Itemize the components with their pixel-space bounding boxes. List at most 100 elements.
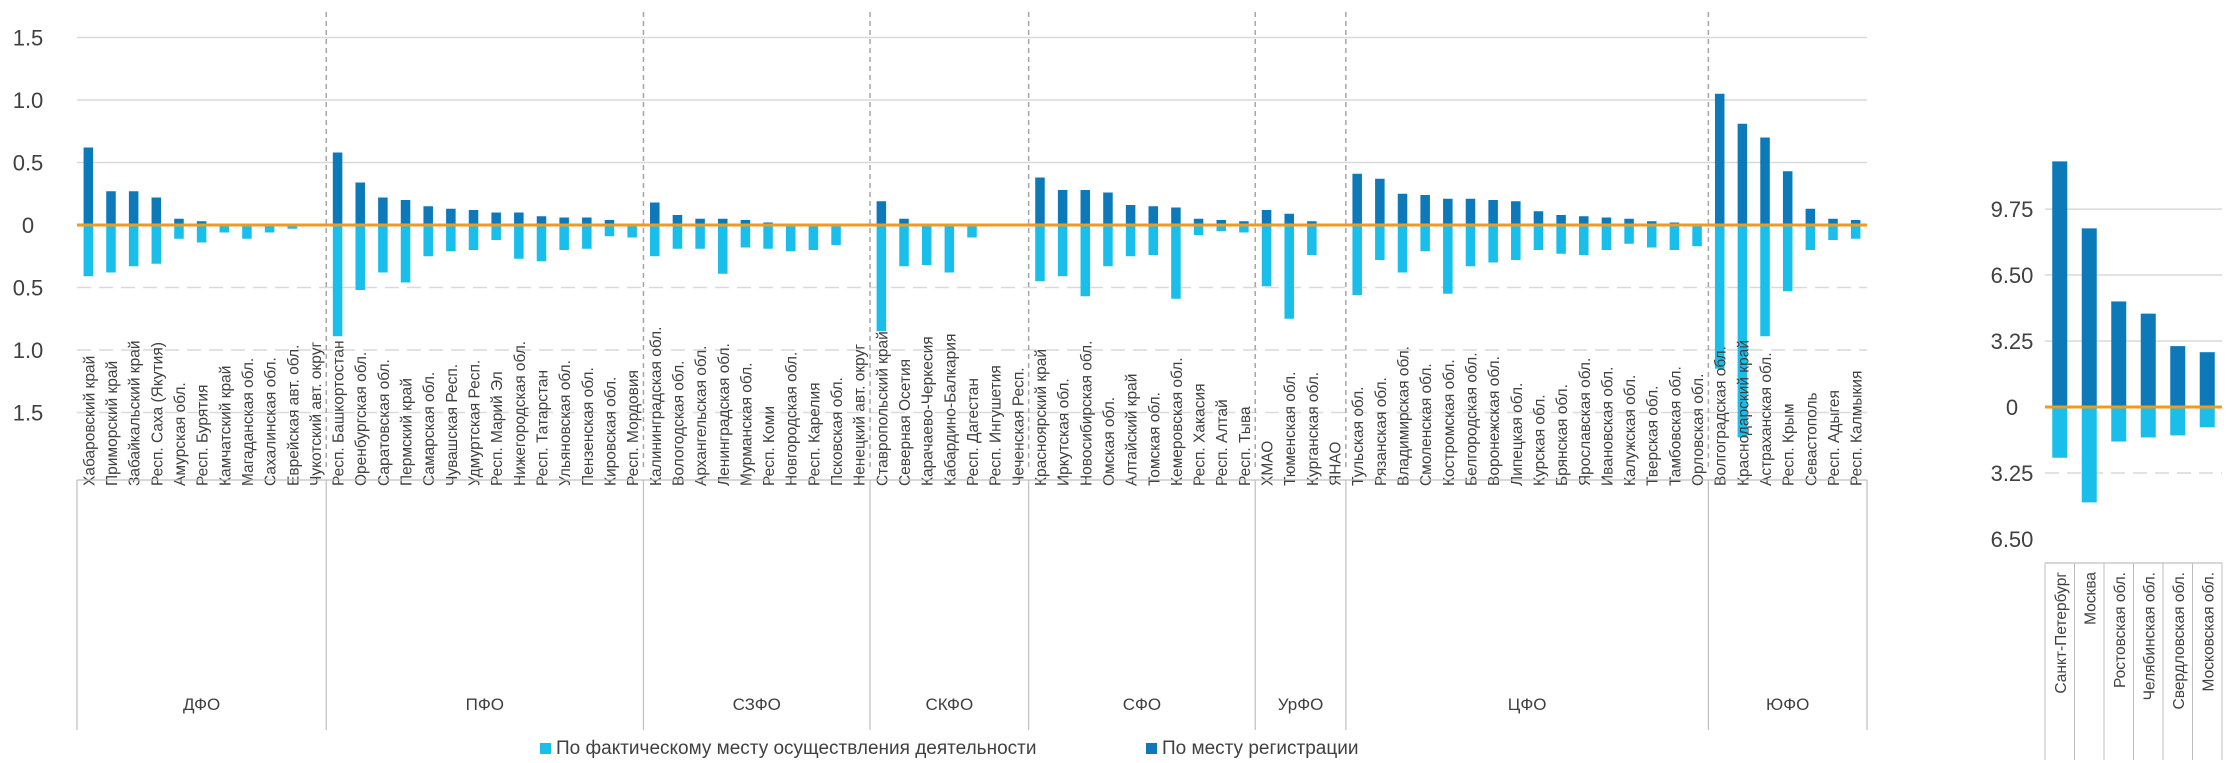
bar-actual (1261, 225, 1272, 287)
y-tick-label: 0.5 (13, 151, 44, 176)
bar-registration (106, 191, 116, 225)
x-category-label: Мурманская обл. (738, 363, 755, 486)
bar-registration (2081, 228, 2097, 407)
bar-actual (1624, 225, 1634, 244)
y-tick-label: 1.0 (13, 88, 44, 113)
bar-actual (332, 225, 343, 337)
y-tick-label: 0 (2006, 395, 2018, 420)
bar-actual (2081, 407, 2097, 503)
x-category-label: Липецкая обл. (1509, 383, 1526, 486)
x-category-label: Вологодская обл. (670, 361, 687, 486)
group-label: ЮФО (1766, 695, 1809, 714)
bar-registration (1465, 198, 1476, 225)
bar-actual (1646, 225, 1657, 248)
bar-actual (196, 225, 207, 243)
bar-registration (1579, 216, 1589, 225)
bar-actual (1375, 225, 1385, 260)
bar-actual (242, 225, 252, 239)
bar-registration (2140, 313, 2156, 407)
bar-registration (1035, 177, 1045, 225)
bar-actual (921, 225, 932, 265)
bar-registration (1375, 178, 1385, 225)
bar-actual (740, 225, 751, 248)
bar-registration (582, 217, 592, 225)
x-category-label: Чеченская Респ. (1010, 367, 1027, 486)
x-category-label: Пермский край (399, 378, 416, 486)
bar-registration (1782, 171, 1793, 225)
x-category-label: Московская обл. (2200, 572, 2217, 691)
x-category-label: Респ. Адыгея (1826, 390, 1843, 486)
bar-registration (1488, 200, 1498, 225)
x-category-label: Ставропольский край (874, 331, 891, 486)
bar-registration (1624, 218, 1634, 225)
bar-registration (468, 210, 479, 225)
bar-registration (1171, 207, 1181, 225)
bar-actual (1828, 225, 1838, 240)
bar-actual (423, 225, 433, 257)
bar-actual (1057, 225, 1068, 277)
x-category-label: Красноярский край (1033, 349, 1050, 486)
x-category-label: Респ. Бурятия (195, 385, 212, 486)
bar-actual (1760, 225, 1770, 337)
bar-actual (1669, 225, 1680, 250)
bar-actual (151, 225, 162, 264)
bar-actual (1533, 225, 1544, 250)
x-category-label: Архангельская обл. (693, 346, 710, 486)
x-category-label: Хабаровский край (81, 356, 98, 486)
x-category-label: ХМАО (1260, 441, 1277, 486)
x-category-label: Респ. Крым (1781, 404, 1798, 486)
x-category-label: Удмуртская Респ. (467, 360, 484, 486)
bar-actual (1692, 225, 1702, 247)
x-category-label: Респ. Коми (761, 406, 778, 486)
x-category-label: Чукотский авт. округ (308, 341, 325, 486)
x-category-label: Воронежская обл. (1486, 356, 1503, 486)
bar-registration (604, 220, 615, 225)
bar-actual (1284, 225, 1294, 319)
x-category-label: Респ. Саха (Якутия) (149, 342, 166, 486)
bar-registration (2052, 161, 2068, 407)
x-category-label: Москва (2082, 572, 2099, 625)
bar-actual (785, 225, 796, 252)
x-category-label: Тамбовская обл. (1667, 366, 1684, 486)
y-tick-label: 0 (22, 213, 34, 238)
bar-actual (1579, 225, 1589, 255)
bar-registration (1714, 93, 1725, 225)
x-category-label: Приморский край (104, 361, 121, 486)
bar-actual (808, 225, 819, 250)
x-category-label: Самарская обл. (421, 372, 438, 486)
bar-actual (2111, 407, 2127, 442)
bar-actual (1601, 225, 1612, 250)
y-tick-label: 3.25 (1991, 461, 2034, 486)
bar-registration (378, 197, 388, 225)
bar-actual (1125, 225, 1136, 257)
x-category-label: Севастополь (1803, 392, 1820, 486)
bar-actual (1171, 225, 1181, 299)
bar-actual (400, 225, 411, 283)
x-category-label: Респ. Тыва (1237, 406, 1254, 486)
y-tick-label: 6.50 (1991, 527, 2034, 552)
bar-actual (1397, 225, 1408, 273)
bar-registration (1261, 210, 1272, 225)
bar-actual (83, 225, 94, 277)
bar-actual (2170, 407, 2186, 436)
bar-registration (1420, 195, 1430, 225)
bar-registration (332, 152, 343, 225)
group-label: СКФО (925, 695, 973, 714)
x-category-label: Ивановская обл. (1599, 367, 1616, 486)
bar-registration (1193, 218, 1204, 225)
bar-actual (378, 225, 388, 273)
x-category-label: ЯНАО (1328, 442, 1345, 486)
bar-registration (1125, 205, 1136, 225)
bar-actual (287, 225, 298, 229)
bar-actual (491, 225, 501, 240)
bar-registration (2199, 352, 2215, 407)
bar-registration (718, 218, 728, 225)
group-label: СЗФО (733, 695, 781, 714)
x-category-label: Респ. Башкортостан (331, 340, 348, 486)
x-category-label: Брянская обл. (1554, 384, 1571, 486)
bar-registration (128, 191, 139, 225)
bar-registration (2170, 346, 2186, 407)
x-category-label: Алтайский край (1124, 374, 1141, 486)
x-category-label: Ленинградская обл. (716, 343, 733, 486)
x-category-label: Сахалинская обл. (263, 357, 280, 486)
